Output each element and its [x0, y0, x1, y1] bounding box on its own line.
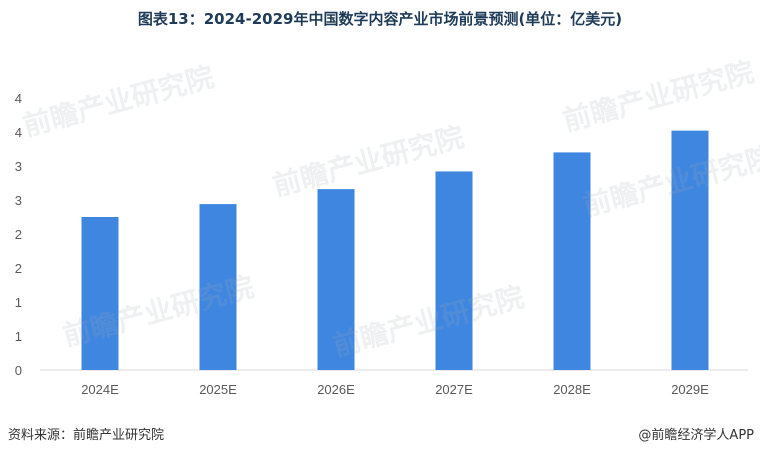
bar-2024E — [81, 217, 119, 370]
x-tick-label: 2026E — [317, 382, 355, 397]
bar-2027E — [435, 171, 473, 370]
y-tick-label: 4 — [15, 91, 22, 106]
y-tick-label: 2 — [15, 261, 22, 276]
y-tick-label: 3 — [15, 193, 22, 208]
source-label: 资料来源：前瞻产业研究院 — [8, 428, 165, 443]
y-tick-label: 1 — [15, 329, 22, 344]
x-tick-label: 2027E — [435, 382, 473, 397]
brand-text: @前瞻经济学人APP — [638, 428, 754, 443]
y-tick-label: 1 — [15, 295, 22, 310]
x-tick-label: 2024E — [81, 382, 119, 397]
bar-2026E — [317, 189, 355, 370]
x-tick-label: 2025E — [199, 382, 237, 397]
x-tick-label: 2028E — [553, 382, 591, 397]
bar-2028E — [553, 152, 591, 370]
bar-2029E — [671, 130, 709, 370]
chart-title: 图表13：2024-2029年中国数字内容产业市场前景预测(单位：亿美元) — [137, 10, 623, 28]
y-tick-label: 2 — [15, 227, 22, 242]
y-tick-label: 0 — [15, 363, 22, 378]
x-tick-label: 2029E — [671, 382, 709, 397]
brand-label: @前瞻经济学人APP — [638, 424, 754, 443]
y-tick-label: 4 — [15, 125, 22, 140]
y-tick-label: 3 — [15, 159, 22, 174]
bar-2025E — [199, 204, 237, 370]
